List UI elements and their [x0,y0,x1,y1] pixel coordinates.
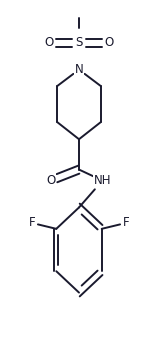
Text: F: F [123,217,129,229]
Text: S: S [75,36,83,49]
Text: F: F [29,217,35,229]
Text: O: O [46,174,55,187]
Text: NH: NH [94,174,111,187]
Text: O: O [45,36,54,49]
Text: O: O [104,36,113,49]
Text: N: N [75,63,83,76]
